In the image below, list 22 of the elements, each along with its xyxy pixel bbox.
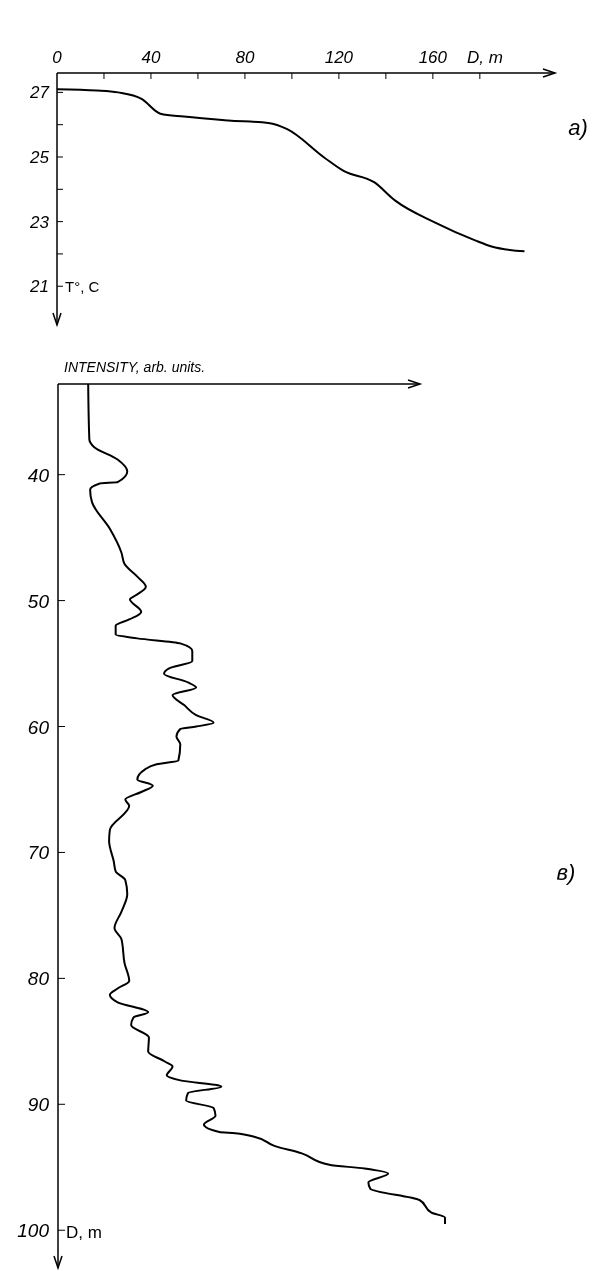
x-axis-title: D, m: [467, 48, 503, 67]
y-axis-title: T°, C: [65, 278, 100, 296]
text: в): [556, 860, 576, 885]
text: a): [568, 115, 588, 140]
x-tick-label: 120: [324, 48, 354, 67]
y-tick-label: 25: [29, 148, 50, 167]
x-axis-title: INTENSITY, arb. units.: [64, 359, 206, 375]
y-tick-label: 100: [17, 1220, 50, 1242]
y-tick-label: 70: [27, 842, 50, 864]
y-tick-label: 60: [27, 716, 50, 738]
x-tick-label: 160: [418, 48, 448, 67]
y-tick-label: 23: [29, 212, 50, 232]
y-tick-label: 40: [27, 464, 50, 486]
y-tick-label: 80: [27, 968, 50, 990]
x-tick-label: 80: [235, 48, 255, 67]
y-axis-title: D, m: [66, 1223, 102, 1243]
x-tick-label: 40: [141, 48, 161, 67]
y-tick-label: 27: [29, 83, 50, 103]
y-tick-label: 90: [27, 1094, 50, 1116]
x-tick-label: 0: [52, 48, 63, 67]
y-tick-label: 21: [29, 277, 49, 297]
y-tick-label: 50: [27, 590, 50, 612]
